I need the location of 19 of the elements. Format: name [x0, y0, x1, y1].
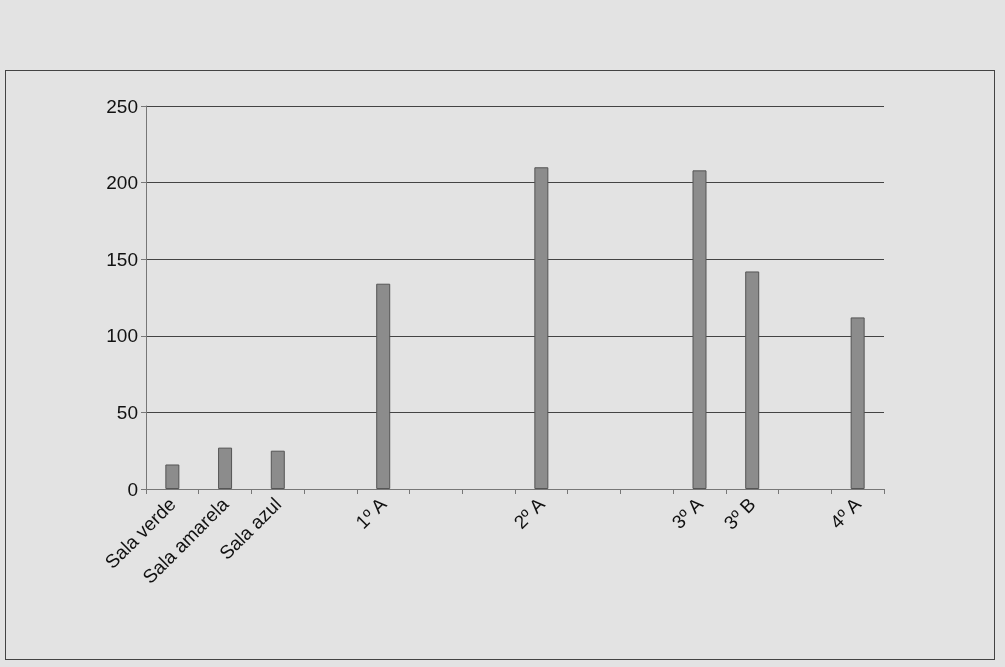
- x-tick-label: 4º A: [825, 493, 866, 533]
- bar: [534, 167, 549, 489]
- bar: [692, 170, 707, 489]
- x-tick-label: 2º A: [509, 493, 550, 533]
- y-tick-label: 150: [106, 248, 138, 270]
- y-tick-label: 200: [106, 172, 138, 194]
- y-tick-label: 100: [106, 325, 138, 347]
- bar: [850, 317, 865, 489]
- y-tick-label: 50: [116, 401, 138, 423]
- bar: [270, 450, 285, 489]
- x-tick-label: 1º A: [351, 493, 391, 533]
- y-tick-label: 250: [106, 95, 138, 117]
- bar: [745, 271, 760, 489]
- x-tick-label: 3º A: [667, 493, 708, 533]
- x-tick-label: 3º B: [719, 493, 760, 534]
- bar: [376, 283, 391, 489]
- bar: [218, 447, 233, 489]
- y-tick-label: 0: [127, 478, 138, 500]
- bar: [165, 464, 180, 489]
